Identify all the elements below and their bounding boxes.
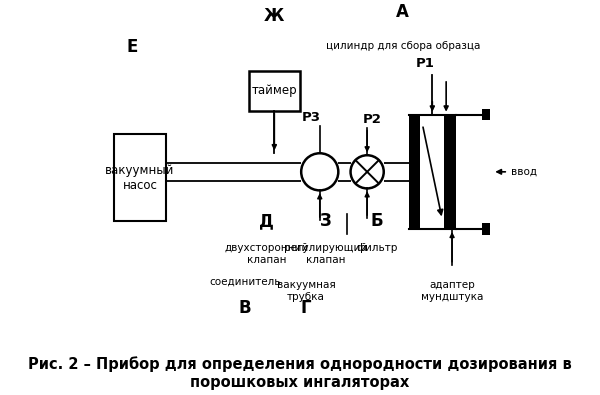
Bar [115, 134, 166, 221]
Text: адаптер
мундштука: адаптер мундштука [421, 280, 483, 302]
Text: вакуумная
трубка: вакуумная трубка [277, 280, 335, 302]
Bar [248, 71, 300, 111]
Text: двухсторонний
клапан: двухсторонний клапан [224, 243, 308, 265]
Text: P3: P3 [302, 111, 320, 124]
Text: Ж: Ж [264, 7, 284, 25]
Text: А: А [396, 3, 409, 21]
Text: соединитель: соединитель [209, 276, 280, 286]
Bar [482, 109, 490, 120]
Text: ввод: ввод [511, 167, 538, 177]
Circle shape [301, 153, 338, 190]
Text: вакуумный
насос: вакуумный насос [106, 164, 175, 192]
Text: Г: Г [301, 299, 311, 317]
Text: P2: P2 [362, 113, 382, 126]
Text: Рис. 2 – Прибор для определения однородности дозирования в
порошковых ингалятора: Рис. 2 – Прибор для определения однородн… [28, 357, 572, 390]
Text: цилиндр для сбора образца: цилиндр для сбора образца [326, 41, 480, 51]
Text: Е: Е [127, 38, 138, 56]
Text: регулирующий
клапан: регулирующий клапан [284, 243, 367, 265]
Bar [409, 115, 421, 229]
Text: З: З [320, 212, 332, 230]
Bar [482, 223, 490, 235]
Circle shape [350, 155, 384, 188]
Text: P1: P1 [416, 57, 434, 70]
Text: таймер: таймер [251, 85, 297, 97]
Text: Б: Б [371, 212, 383, 230]
Bar [444, 115, 456, 229]
Text: Д: Д [259, 212, 274, 230]
Text: фильтр: фильтр [356, 243, 398, 253]
Text: В: В [238, 299, 251, 317]
